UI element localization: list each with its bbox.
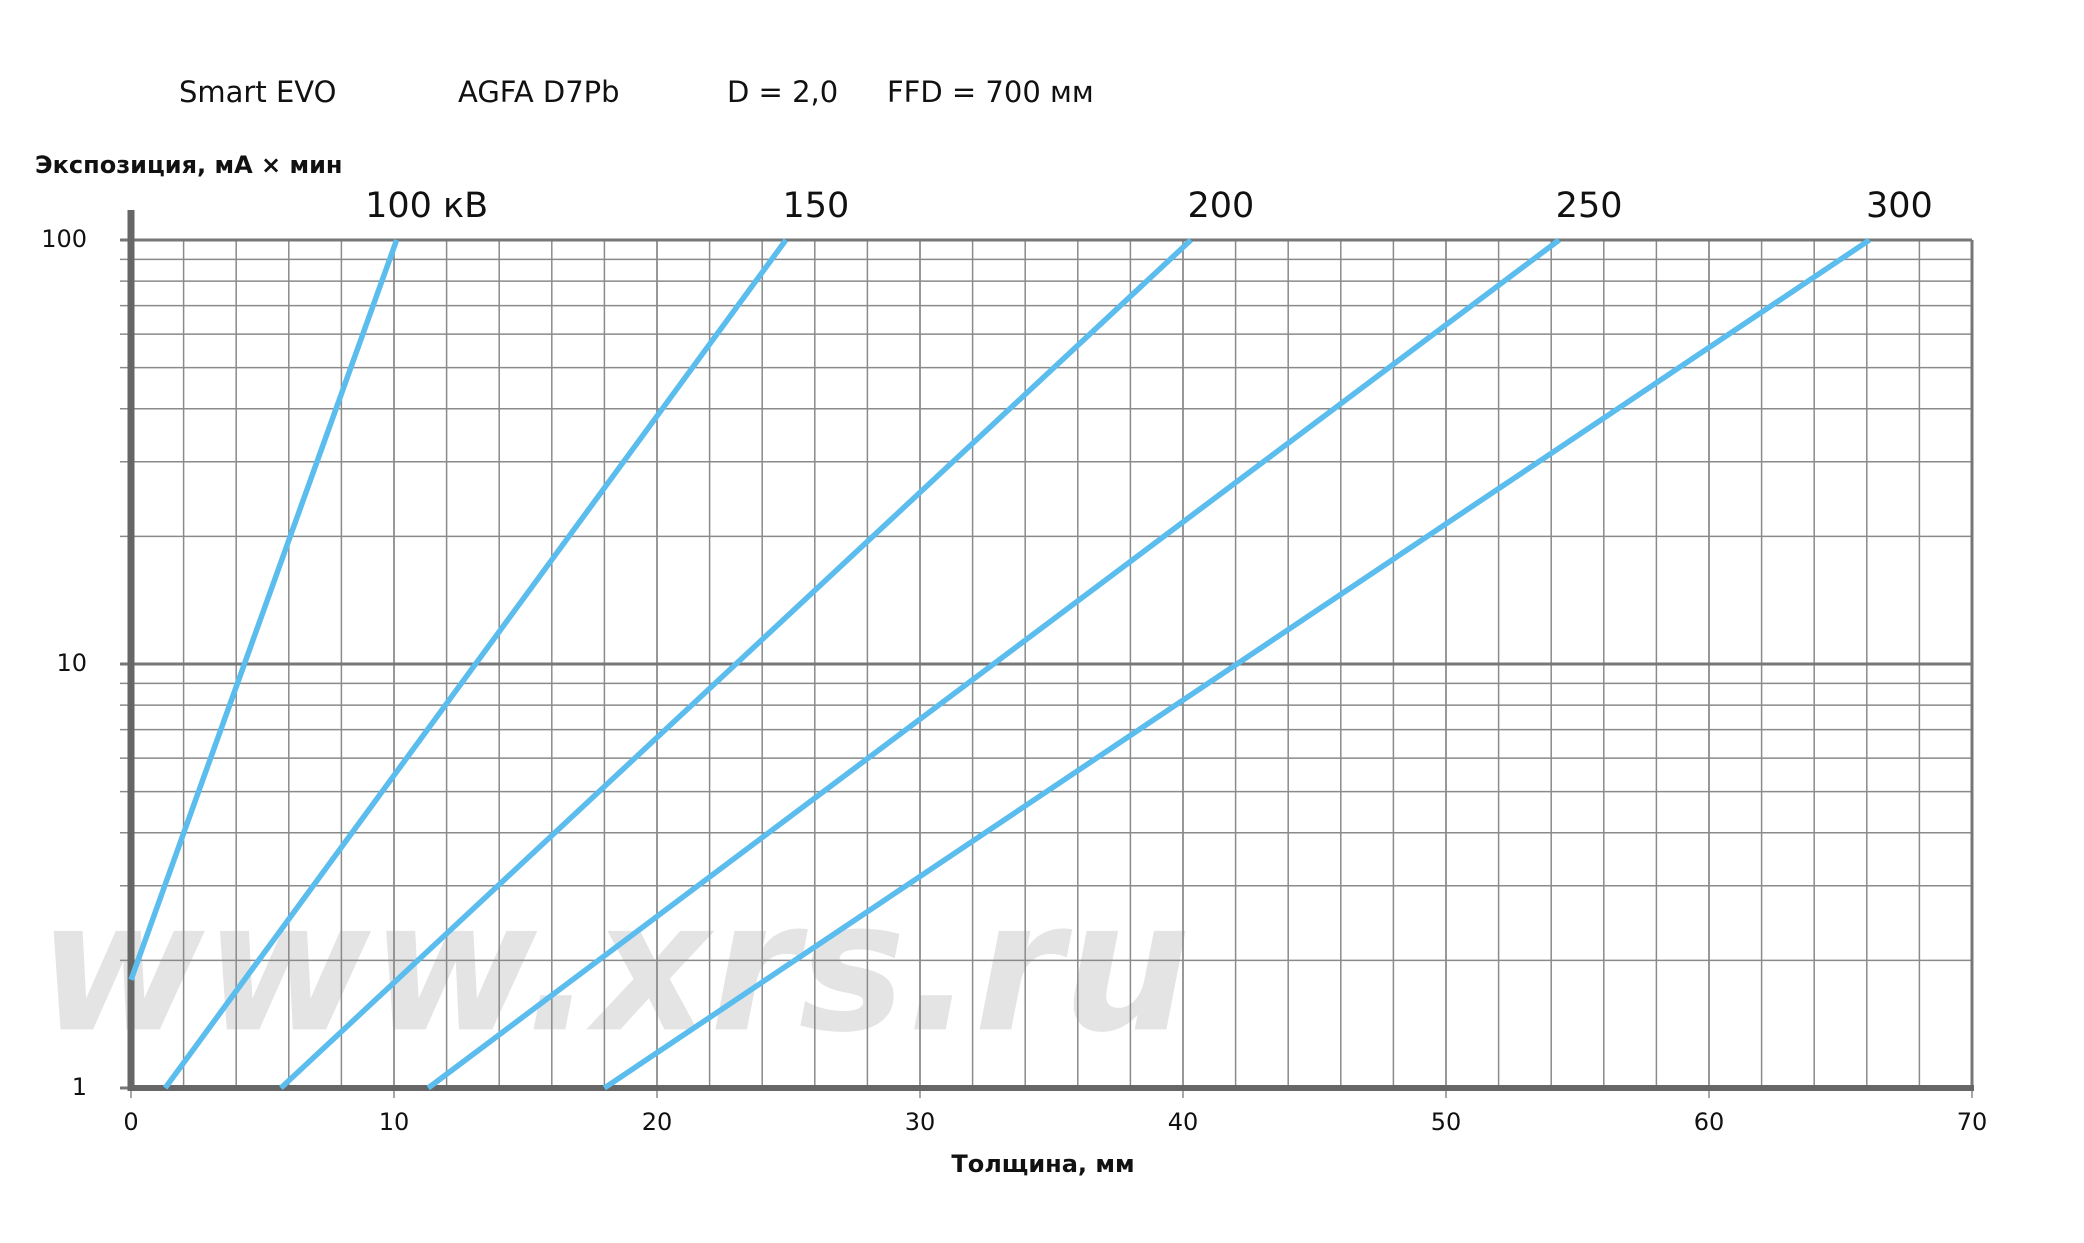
series-label: 250 [1556, 186, 1623, 226]
subtitle: AGFA D7Pb [458, 75, 620, 109]
x-tick-label: 70 [1957, 1108, 1988, 1136]
series-label: 300 [1866, 186, 1933, 226]
y-tick-label: 100 [41, 225, 87, 253]
y-tick-label: 10 [56, 649, 87, 677]
series-line [426, 237, 1561, 1091]
series-label: 100 кВ [365, 186, 488, 226]
x-tick-label: 50 [1431, 1108, 1462, 1136]
y-axis-label: Экспозиция, мА × мин [35, 151, 342, 179]
series-line [279, 237, 1193, 1091]
x-tick-label: 60 [1694, 1108, 1725, 1136]
x-tick-label: 30 [905, 1108, 936, 1136]
series-line [602, 237, 1871, 1091]
series-label: 200 [1187, 186, 1254, 226]
series-line [128, 239, 400, 981]
x-axis-label: Толщина, мм [951, 1150, 1134, 1178]
subtitle: Smart EVO [179, 75, 336, 109]
series-label: 150 [782, 186, 849, 226]
x-tick-label: 10 [379, 1108, 410, 1136]
subtitle: FFD = 700 мм [887, 75, 1094, 109]
x-tick-label: 40 [1168, 1108, 1199, 1136]
y-tick-label: 1 [72, 1073, 87, 1101]
subtitle: D = 2,0 [727, 75, 838, 109]
watermark: www.xrs.ru [38, 863, 1191, 1072]
x-tick-label: 20 [642, 1108, 673, 1136]
series-line [162, 238, 789, 1090]
x-tick-label: 0 [123, 1108, 138, 1136]
